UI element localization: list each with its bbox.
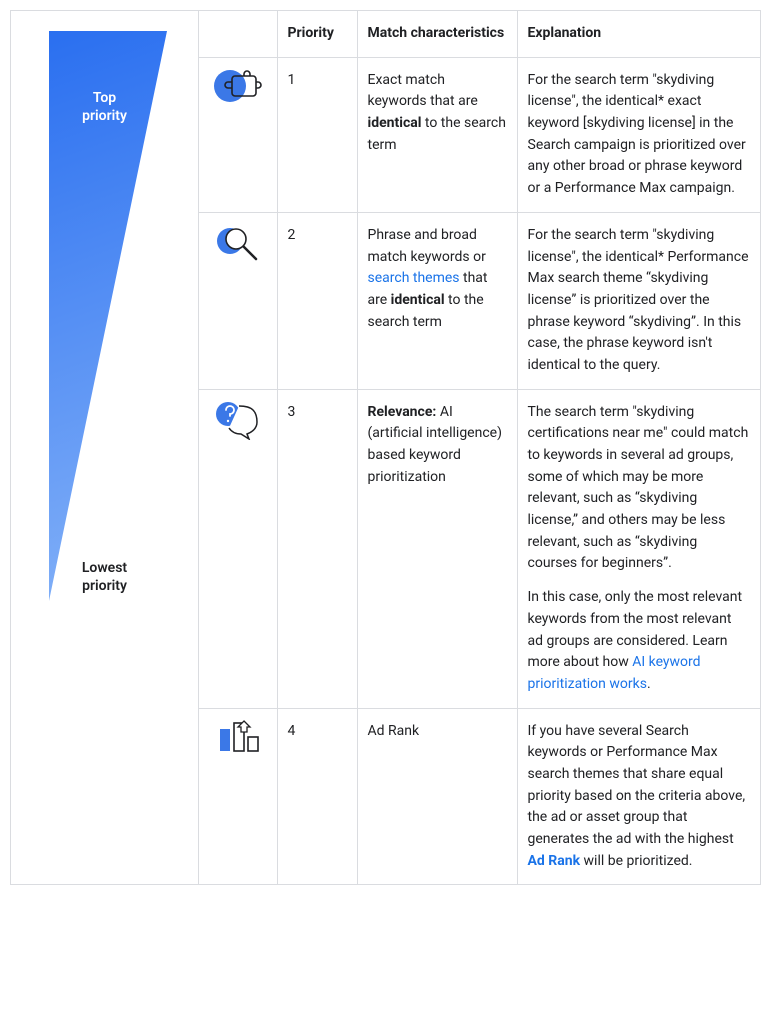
explanation: If you have several Search keywords or P… <box>517 708 761 885</box>
match-characteristics: Ad Rank <box>357 708 517 885</box>
header-explanation: Explanation <box>517 11 761 57</box>
priority-value: 2 <box>277 212 357 389</box>
priority-value: 1 <box>277 57 357 212</box>
lowest-priority-label: Lowest priority <box>11 559 198 595</box>
table-row: 2 Phrase and broad match keywords or sea… <box>199 212 761 389</box>
puzzle-icon <box>212 68 264 104</box>
priority-table-wrapper: Top priority Lowest priority Priority Ma… <box>10 10 761 885</box>
explanation: For the search term "skydiving license",… <box>517 57 761 212</box>
match-characteristics: Exact match keywords that are identical … <box>357 57 517 212</box>
header-icon <box>199 11 277 57</box>
row-icon-cell <box>199 57 277 212</box>
priority-table: Priority Match characteristics Explanati… <box>199 11 761 885</box>
ad-rank-icon <box>214 719 262 755</box>
table-row: 3 Relevance: AI (artificial intelligence… <box>199 389 761 708</box>
priority-value: 3 <box>277 389 357 708</box>
explanation: The search term "skydiving certification… <box>517 389 761 708</box>
priority-gradient-column: Top priority Lowest priority <box>11 11 199 885</box>
explanation: For the search term "skydiving license",… <box>517 212 761 389</box>
ad-rank-link[interactable]: Ad Rank <box>528 853 581 869</box>
ai-relevance-icon <box>213 400 263 440</box>
match-characteristics: Relevance: AI (artificial intelligence) … <box>357 389 517 708</box>
row-icon-cell <box>199 389 277 708</box>
header-priority: Priority <box>277 11 357 57</box>
search-themes-link[interactable]: search themes <box>368 270 460 286</box>
magnifier-icon <box>214 223 262 263</box>
row-icon-cell <box>199 212 277 389</box>
table-row: 1 Exact match keywords that are identica… <box>199 57 761 212</box>
row-icon-cell <box>199 708 277 885</box>
match-characteristics: Phrase and broad match keywords or searc… <box>357 212 517 389</box>
table-header-row: Priority Match characteristics Explanati… <box>199 11 761 57</box>
priority-value: 4 <box>277 708 357 885</box>
table-row: 4 Ad Rank If you have several Search key… <box>199 708 761 885</box>
top-priority-label: Top priority <box>11 89 198 125</box>
header-match: Match characteristics <box>357 11 517 57</box>
